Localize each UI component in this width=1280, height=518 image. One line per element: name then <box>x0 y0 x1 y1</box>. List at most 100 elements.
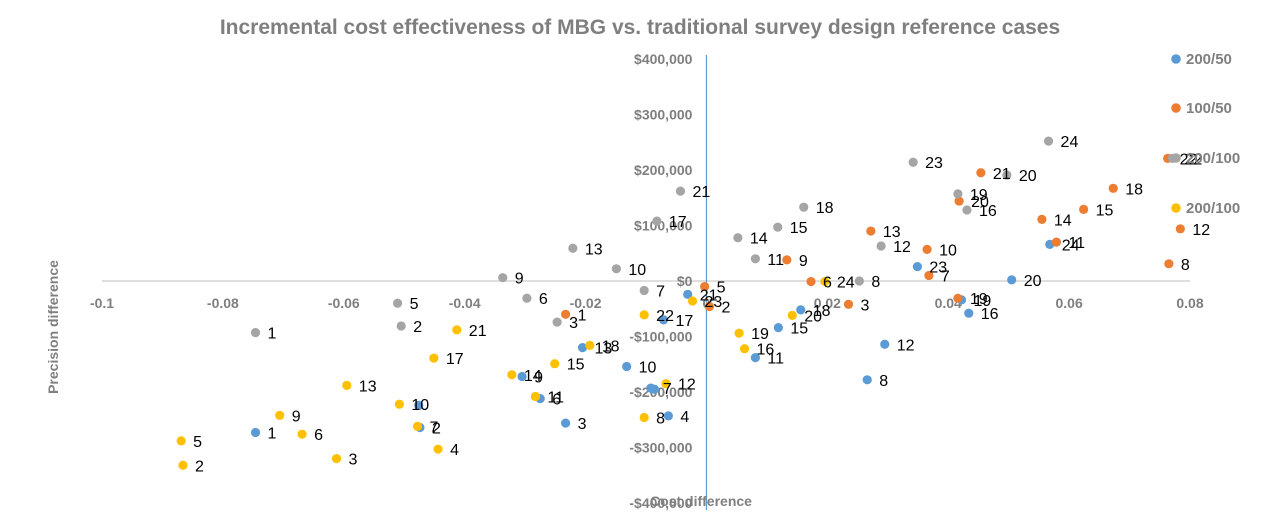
data-label: 6 <box>539 291 548 308</box>
data-point <box>414 400 424 410</box>
data-point <box>782 255 792 265</box>
data-label: 10 <box>411 397 429 414</box>
data-point <box>639 310 649 320</box>
x-tick-label: 0.08 <box>1176 295 1203 311</box>
data-point <box>1079 204 1089 215</box>
x-tick-label: -0.06 <box>328 295 360 311</box>
data-label: 9 <box>515 271 524 288</box>
data-label: 17 <box>669 214 687 231</box>
data-label: 15 <box>1096 202 1114 219</box>
data-points <box>176 136 1185 470</box>
data-point <box>862 375 872 385</box>
data-label: 16 <box>979 203 997 220</box>
legend-label: 100/50 <box>1186 100 1232 117</box>
data-label: 17 <box>676 313 694 330</box>
data-point <box>912 261 922 272</box>
legend-marker <box>1171 203 1181 213</box>
data-label: 18 <box>602 338 620 355</box>
data-label: 19 <box>974 293 992 310</box>
data-point <box>342 380 352 390</box>
data-point <box>663 411 673 421</box>
data-point <box>297 429 307 439</box>
data-label: 7 <box>430 419 439 436</box>
data-point <box>675 186 686 196</box>
data-point <box>585 340 595 350</box>
data-label: 15 <box>567 357 585 374</box>
data-point <box>522 293 532 303</box>
data-point <box>787 310 797 321</box>
data-point <box>1043 136 1054 146</box>
legend-marker <box>1171 54 1181 64</box>
data-point <box>796 305 806 315</box>
data-label: 8 <box>1181 257 1190 274</box>
data-point <box>568 243 578 253</box>
data-label: 11 <box>767 351 784 368</box>
data-point <box>622 361 632 372</box>
data-point <box>1108 183 1118 193</box>
data-label: 19 <box>751 326 769 343</box>
data-point <box>964 308 974 318</box>
y-tick-label: $300,000 <box>634 107 693 123</box>
data-point <box>1051 237 1062 247</box>
data-label: 6 <box>314 427 323 444</box>
data-label: 22 <box>1184 151 1202 168</box>
data-label: 23 <box>925 155 943 172</box>
data-label: 7 <box>656 283 665 300</box>
data-point <box>1037 214 1047 224</box>
data-point <box>649 384 660 394</box>
data-label: 1 <box>268 326 277 343</box>
data-point <box>880 339 890 349</box>
data-label: 5 <box>717 280 726 297</box>
data-point <box>561 418 571 428</box>
data-label: 6 <box>552 392 561 409</box>
data-point <box>806 276 816 287</box>
data-point <box>954 196 964 206</box>
data-label: 10 <box>639 359 657 376</box>
x-tick-label: 0.06 <box>1055 295 1082 311</box>
data-label: 20 <box>1019 168 1037 185</box>
data-point <box>658 315 669 325</box>
data-point <box>962 205 972 215</box>
x-tick-label: -0.08 <box>207 295 239 311</box>
data-label: 3 <box>860 297 869 314</box>
data-point <box>392 298 403 308</box>
chart-title: Incremental cost effectiveness of MBG vs… <box>220 16 1060 39</box>
data-label: 12 <box>897 337 915 354</box>
data-point <box>773 222 783 232</box>
data-point <box>577 343 588 353</box>
data-point <box>507 370 517 380</box>
data-label: 21 <box>993 166 1011 183</box>
y-axis-title: Precision difference <box>45 260 61 394</box>
data-label: 24 <box>837 275 855 292</box>
data-label: 19 <box>970 291 988 308</box>
data-label: 21 <box>692 184 710 201</box>
data-point <box>433 444 443 454</box>
data-label: 11 <box>1068 235 1085 252</box>
x-tick-label: -0.02 <box>570 295 602 311</box>
legend-marker <box>1171 103 1181 113</box>
data-point <box>843 299 854 309</box>
data-point <box>820 276 830 287</box>
data-label: 1 <box>578 307 587 324</box>
data-point <box>517 371 527 382</box>
data-label: 20 <box>1024 273 1042 290</box>
data-label: 14 <box>1054 212 1072 229</box>
data-point <box>876 241 886 251</box>
legend-marker <box>1171 153 1181 163</box>
data-label: 4 <box>680 409 689 426</box>
data-point <box>176 436 186 446</box>
data-point <box>922 244 932 254</box>
data-label: 20 <box>804 308 822 325</box>
data-point <box>734 328 744 338</box>
data-label: 23 <box>705 294 723 311</box>
data-point <box>953 293 963 303</box>
data-point <box>530 391 540 402</box>
data-point <box>683 289 693 299</box>
data-point <box>750 254 761 264</box>
data-label: 5 <box>193 434 202 451</box>
data-label: 14 <box>750 231 768 248</box>
legend-label: 200/50 <box>1186 51 1232 68</box>
data-point <box>733 233 743 243</box>
data-label: 7 <box>663 381 672 398</box>
